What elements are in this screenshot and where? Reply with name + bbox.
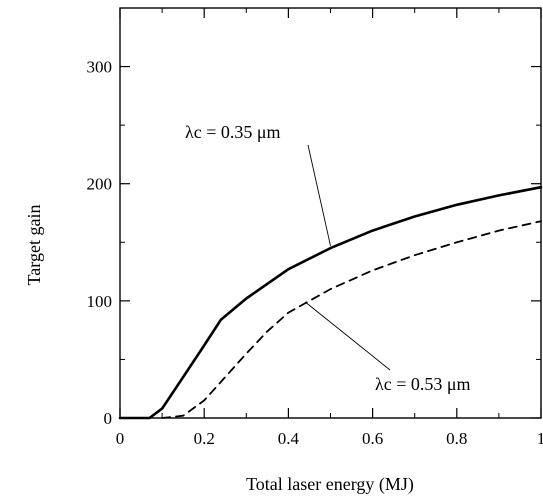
x-axis-title: Total laser energy (MJ) <box>246 474 414 495</box>
series-line-0.53um <box>161 220 542 419</box>
y-axis-title: Target gain <box>24 205 44 286</box>
axes <box>119 7 542 419</box>
series-line-0.35um <box>118 185 543 420</box>
x-tick-label: 0.2 <box>194 429 215 448</box>
series-label-0.35um: λc = 0.35 μm <box>185 122 281 142</box>
plot-frame <box>119 7 542 419</box>
x-tick-label: 0 <box>116 429 125 448</box>
y-tick-label: 100 <box>87 292 113 311</box>
x-tick-label: 0.6 <box>362 429 383 448</box>
leader-line-0.35um <box>307 144 331 246</box>
x-tick-label: 1 <box>537 429 543 448</box>
leader-line-0.53um <box>304 301 391 371</box>
x-tick-label: 0.4 <box>278 429 300 448</box>
ticks: 0 0.2 0.4 0.6 0.8 1 0 100 200 300 <box>87 8 543 448</box>
y-tick-label: 200 <box>87 175 113 194</box>
series-label-0.53um: λc = 0.53 μm <box>375 374 471 394</box>
y-tick-label: 0 <box>104 409 113 428</box>
x-tick-label: 0.8 <box>446 429 467 448</box>
series-layer <box>118 185 543 420</box>
annotations: λc = 0.35 μm λc = 0.53 μm <box>185 122 471 394</box>
y-tick-label: 300 <box>87 58 113 77</box>
